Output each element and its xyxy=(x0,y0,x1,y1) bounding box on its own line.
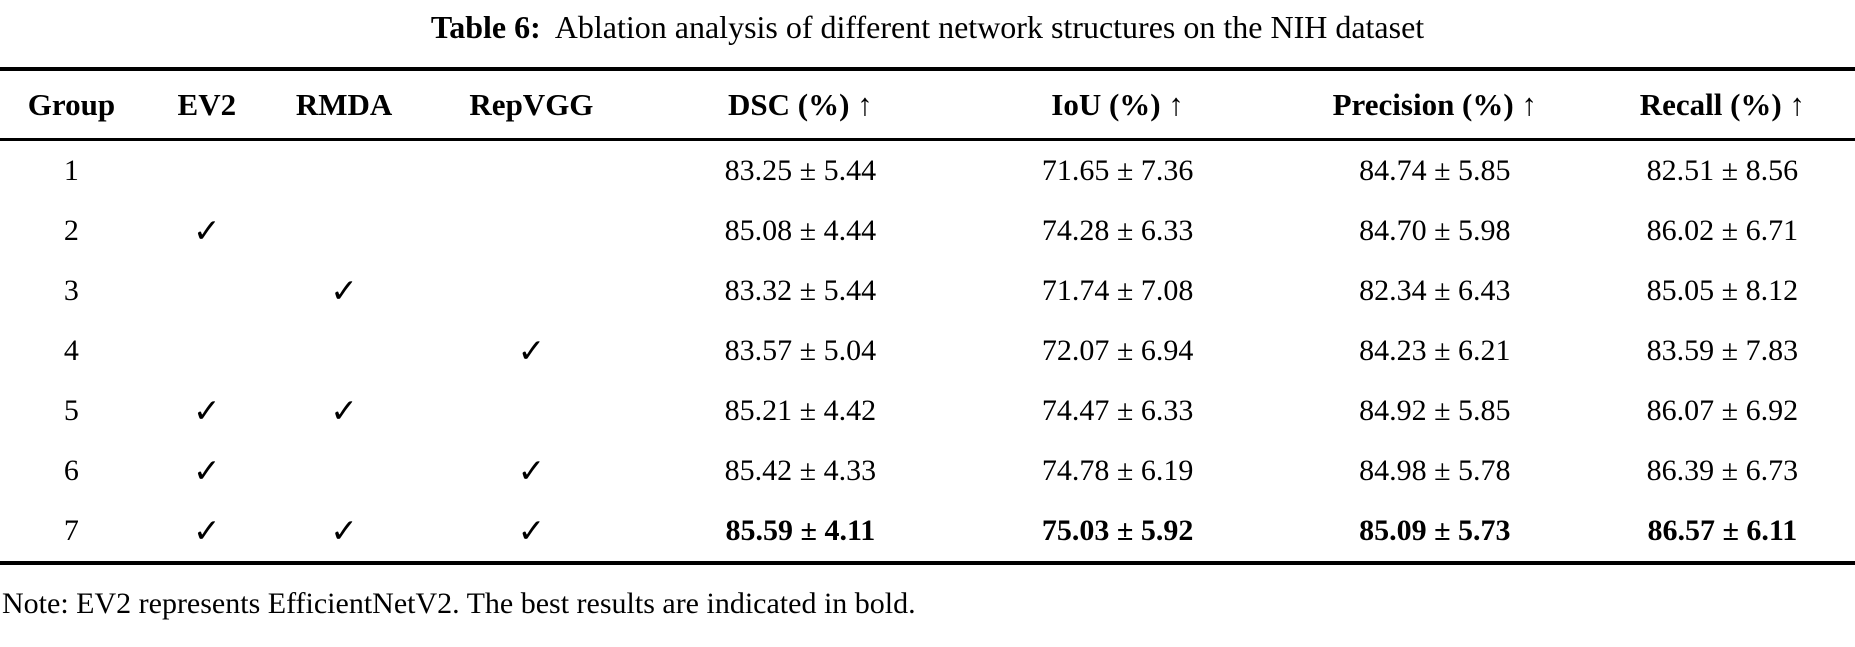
table-row: 5 ✓ ✓ 85.21 ± 4.42 74.47 ± 6.33 84.92 ± … xyxy=(0,381,1855,441)
table-footnote: Note: EV2 represents EfficientNetV2. The… xyxy=(2,587,916,620)
dsc-value: 85.42 ± 4.33 xyxy=(724,454,877,487)
precision-value: 82.34 ± 6.43 xyxy=(1359,274,1511,307)
dsc-value: 83.32 ± 5.44 xyxy=(724,274,877,307)
dsc-value: 85.21 ± 4.42 xyxy=(724,394,877,427)
ev2-check-icon xyxy=(143,321,271,381)
repvgg-check-icon: ✓ xyxy=(517,514,546,550)
repvgg-check-icon: ✓ xyxy=(517,334,546,370)
precision-value: 84.98 ± 5.78 xyxy=(1359,454,1511,487)
col-header-recall: Recall (%) ↑ xyxy=(1639,86,1805,122)
table-row: 6 ✓ ✓ 85.42 ± 4.33 74.78 ± 6.19 84.98 ± … xyxy=(0,441,1855,501)
repvgg-check-icon xyxy=(417,201,645,261)
recall-value: 85.05 ± 8.12 xyxy=(1646,274,1799,307)
precision-value: 84.74 ± 5.85 xyxy=(1359,154,1511,187)
group-cell: 2 xyxy=(63,214,79,247)
recall-value: 86.57 ± 6.11 xyxy=(1647,514,1798,547)
col-header-iou: IoU (%) ↑ xyxy=(1051,86,1184,122)
table-row: 2 ✓ 85.08 ± 4.44 74.28 ± 6.33 84.70 ± 5.… xyxy=(0,201,1855,261)
ev2-check-icon: ✓ xyxy=(192,394,221,430)
group-cell: 6 xyxy=(63,454,79,487)
rmda-check-icon xyxy=(271,201,418,261)
recall-value: 83.59 ± 7.83 xyxy=(1646,334,1799,367)
repvgg-check-icon: ✓ xyxy=(517,454,546,490)
col-header-repvgg: RepVGG xyxy=(469,86,594,122)
table-row: 3 ✓ 83.32 ± 5.44 71.74 ± 7.08 82.34 ± 6.… xyxy=(0,261,1855,321)
iou-value: 74.47 ± 6.33 xyxy=(1041,394,1194,427)
table-row: 1 83.25 ± 5.44 71.65 ± 7.36 84.74 ± 5.85… xyxy=(0,140,1855,202)
recall-value: 82.51 ± 8.56 xyxy=(1646,154,1799,187)
table-caption: Table 6: Ablation analysis of different n… xyxy=(0,0,1855,47)
ev2-check-icon: ✓ xyxy=(192,514,221,550)
iou-value: 74.78 ± 6.19 xyxy=(1041,454,1194,487)
repvgg-check-icon xyxy=(417,140,645,202)
group-cell: 3 xyxy=(63,274,79,307)
rmda-check-icon xyxy=(271,321,418,381)
precision-value: 84.92 ± 5.85 xyxy=(1359,394,1511,427)
repvgg-check-icon xyxy=(417,381,645,441)
col-header-ev2: EV2 xyxy=(177,86,237,122)
repvgg-check-icon xyxy=(417,261,645,321)
col-header-dsc: DSC (%) ↑ xyxy=(728,86,873,122)
precision-value: 84.23 ± 6.21 xyxy=(1359,334,1511,367)
ev2-check-icon xyxy=(143,261,271,321)
recall-value: 86.07 ± 6.92 xyxy=(1646,394,1799,427)
iou-value: 74.28 ± 6.33 xyxy=(1041,214,1194,247)
table-header-row: Group EV2 RMDA RepVGG DSC (%) ↑ IoU (%) … xyxy=(0,69,1855,140)
rmda-check-icon xyxy=(271,441,418,501)
col-header-group: Group xyxy=(27,86,116,122)
col-header-precision: Precision (%) ↑ xyxy=(1332,86,1537,122)
ev2-check-icon: ✓ xyxy=(192,214,221,250)
dsc-value: 83.25 ± 5.44 xyxy=(724,154,877,187)
rmda-check-icon: ✓ xyxy=(330,394,358,430)
iou-value: 71.65 ± 7.36 xyxy=(1041,154,1194,187)
ev2-check-icon: ✓ xyxy=(192,454,221,490)
table-row: 7 ✓ ✓ ✓ 85.59 ± 4.11 75.03 ± 5.92 85.09 … xyxy=(0,501,1855,563)
group-cell: 7 xyxy=(63,514,79,547)
group-cell: 4 xyxy=(63,334,79,367)
precision-value: 84.70 ± 5.98 xyxy=(1359,214,1511,247)
group-cell: 1 xyxy=(63,154,79,187)
iou-value: 75.03 ± 5.92 xyxy=(1041,514,1194,547)
dsc-value: 85.59 ± 4.11 xyxy=(725,514,876,547)
recall-value: 86.02 ± 6.71 xyxy=(1646,214,1799,247)
dsc-value: 83.57 ± 5.04 xyxy=(724,334,877,367)
col-header-rmda: RMDA xyxy=(295,86,393,122)
table-caption-number: Table 6: xyxy=(430,9,541,45)
dsc-value: 85.08 ± 4.44 xyxy=(724,214,877,247)
precision-value: 85.09 ± 5.73 xyxy=(1359,514,1511,547)
iou-value: 71.74 ± 7.08 xyxy=(1041,274,1194,307)
ev2-check-icon xyxy=(143,140,271,202)
rmda-check-icon: ✓ xyxy=(330,274,358,310)
iou-value: 72.07 ± 6.94 xyxy=(1041,334,1194,367)
table-caption-text: Ablation analysis of different network s… xyxy=(554,9,1425,45)
recall-value: 86.39 ± 6.73 xyxy=(1646,454,1799,487)
table-body: 1 83.25 ± 5.44 71.65 ± 7.36 84.74 ± 5.85… xyxy=(0,140,1855,564)
rmda-check-icon: ✓ xyxy=(330,514,358,550)
table-row: 4 ✓ 83.57 ± 5.04 72.07 ± 6.94 84.23 ± 6.… xyxy=(0,321,1855,381)
ablation-table: Group EV2 RMDA RepVGG DSC (%) ↑ IoU (%) … xyxy=(0,67,1855,565)
group-cell: 5 xyxy=(63,394,79,427)
rmda-check-icon xyxy=(271,140,418,202)
